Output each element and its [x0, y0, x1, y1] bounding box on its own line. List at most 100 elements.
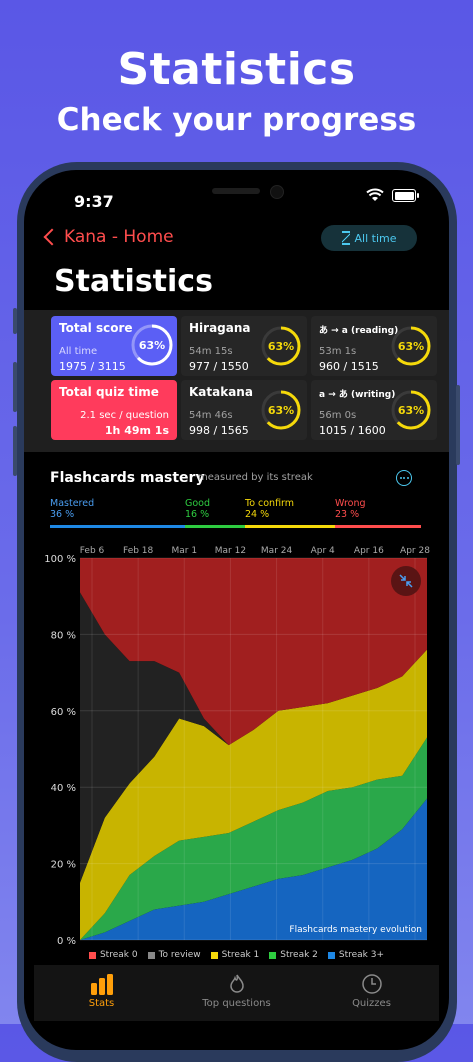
writing-tile[interactable]: a → あ (writing) 56m 0s 1015 / 1600 63%: [311, 380, 437, 440]
legend-label: Streak 1: [221, 950, 260, 960]
status-time: 9:37: [74, 192, 114, 211]
legend-swatch: [88, 951, 96, 959]
tab-top-questions-label: Top questions: [202, 998, 271, 1009]
legend-label: Streak 2: [280, 950, 318, 960]
hiragana-tile[interactable]: Hiragana 54m 15s 977 / 1550 63%: [181, 316, 307, 376]
legend-swatch: [210, 951, 218, 959]
tab-bar: Stats Top questions Quizzes: [34, 965, 439, 1021]
chart-title: Flashcards mastery evolution: [289, 925, 422, 935]
time-filter-label: All time: [354, 231, 397, 245]
tab-top-questions[interactable]: Top questions: [169, 965, 304, 1021]
mastery-bar-segment: [334, 525, 421, 528]
writing-value: 1015 / 1600: [319, 424, 386, 437]
katakana-percent: 63%: [267, 404, 295, 417]
hiragana-percent: 63%: [267, 340, 295, 353]
x-tick-label: Apr 16: [354, 546, 384, 556]
area-streak-1: [80, 649, 427, 940]
legend-item: Streak 1: [210, 950, 260, 960]
more-options-icon[interactable]: [396, 470, 412, 486]
y-tick-label: 20 %: [51, 860, 76, 871]
total-score-tile[interactable]: Total score All time 1975 / 3115 63%: [51, 316, 177, 376]
phone-volume-down: [13, 426, 17, 476]
quiz-time-title: Total quiz time: [59, 385, 159, 399]
category-good: Good 16 %: [185, 498, 210, 520]
hiragana-title: Hiragana: [189, 321, 251, 335]
x-tick-label: Apr 28: [400, 546, 430, 556]
area-streak-3-: [80, 798, 427, 940]
quiz-time-value: 1h 49m 1s: [104, 424, 169, 437]
total-score-title: Total score: [59, 321, 133, 335]
phone-side-button: [13, 308, 17, 334]
clock-icon: [361, 974, 382, 994]
legend-item: To review: [147, 950, 201, 960]
y-tick-label: 80 %: [51, 630, 76, 641]
tab-stats-label: Stats: [88, 998, 115, 1009]
x-tick-label: Mar 1: [171, 546, 197, 556]
category-to-confirm: To confirm 24 %: [245, 498, 294, 520]
x-tick-label: Feb 6: [80, 546, 105, 556]
category-to-confirm-label: To confirm: [245, 498, 295, 509]
quiz-time-tile[interactable]: Total quiz time 2.1 sec / question 1h 49…: [51, 380, 177, 440]
katakana-tile[interactable]: Katakana 54m 46s 998 / 1565 63%: [181, 380, 307, 440]
category-mastered-percent: 36 %: [50, 509, 75, 520]
chevron-left-icon: [43, 228, 61, 246]
writing-title: a → あ (writing): [319, 390, 396, 400]
area-streak-2: [80, 737, 427, 940]
front-camera: [270, 185, 284, 199]
y-tick-label: 100 %: [44, 554, 76, 565]
battery-icon: [392, 189, 419, 202]
reading-ring: [391, 326, 431, 366]
stats-bars-icon: [90, 974, 113, 995]
reading-tile[interactable]: あ → a (reading) 53m 1s 960 / 1515 63%: [311, 316, 437, 376]
x-tick-label: Mar 12: [215, 546, 246, 556]
tab-quizzes[interactable]: Quizzes: [304, 965, 439, 1021]
reading-percent: 63%: [397, 340, 425, 353]
category-wrong: Wrong 23 %: [335, 498, 366, 520]
katakana-value: 998 / 1565: [189, 424, 249, 437]
area-to-review: [80, 592, 427, 883]
y-tick-label: 40 %: [51, 783, 76, 794]
legend-label: Streak 0: [99, 950, 138, 960]
category-wrong-percent: 23 %: [335, 509, 360, 520]
phone-power-button: [456, 385, 460, 465]
x-tick-label: Apr 4: [311, 546, 335, 556]
app-screen: 9:37 Kana - Home All time Statistics Tot…: [24, 170, 449, 1050]
mastery-bar-segment: [244, 525, 335, 528]
time-filter-button[interactable]: All time: [321, 225, 417, 251]
mastery-note: measured by its streak: [198, 472, 313, 483]
hourglass-icon: [341, 231, 350, 245]
category-mastered-label: Mastered: [50, 498, 95, 509]
collapse-icon: [399, 574, 413, 588]
x-tick-label: Mar 24: [261, 546, 293, 556]
mastery-evolution-chart: 0 % 20 % 40 % 60 % 80 % 100 % Feb 6 Feb 18 Mar 1…: [44, 546, 430, 947]
total-score-value: 1975 / 3115: [59, 360, 126, 373]
wifi-icon: [366, 188, 384, 201]
category-good-percent: 16 %: [185, 509, 210, 520]
legend-swatch: [327, 951, 335, 959]
x-tick-label: Feb 18: [123, 546, 154, 556]
tab-stats[interactable]: Stats: [34, 965, 169, 1021]
back-button[interactable]: Kana - Home: [43, 227, 174, 247]
mastery-bar-segment: [50, 525, 185, 528]
hiragana-value: 977 / 1550: [189, 360, 249, 373]
legend-item: Streak 2: [269, 950, 318, 960]
legend-label: Streak 3+: [338, 950, 385, 960]
total-score-period: All time: [59, 346, 98, 357]
legend-label: To review: [158, 950, 201, 960]
writing-percent: 63%: [397, 404, 425, 417]
reading-time: 53m 1s: [319, 346, 357, 357]
earpiece-speaker: [212, 188, 260, 194]
reading-title: あ → a (reading): [319, 326, 399, 336]
collapse-chart-button[interactable]: [391, 566, 421, 596]
stats-grid: Total score All time 1975 / 3115 63% Tot…: [24, 310, 449, 452]
category-to-confirm-percent: 24 %: [245, 509, 270, 520]
mastery-bar-segment: [184, 525, 245, 528]
total-score-ring: [131, 324, 173, 366]
legend-swatch: [269, 951, 277, 959]
tab-quizzes-label: Quizzes: [352, 998, 391, 1009]
promo-title: Statistics: [117, 44, 356, 95]
mastery-title: Flashcards mastery: [50, 470, 205, 486]
category-mastered: Mastered 36 %: [50, 498, 94, 520]
flame-icon: [229, 974, 244, 993]
legend-item: Streak 3+: [327, 950, 385, 960]
